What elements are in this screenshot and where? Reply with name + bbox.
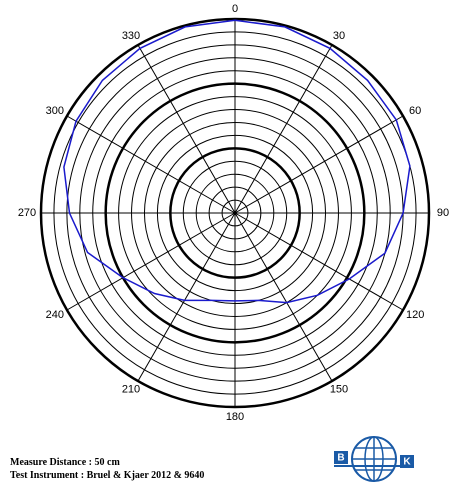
plot [63, 19, 411, 304]
angle-label: 120 [406, 309, 424, 321]
logo-box [400, 455, 414, 468]
polar-grid: 0 30 60 90 120 150 180 210 240 270 300 330 [18, 3, 449, 423]
logo-letter: K [403, 457, 411, 468]
spoke [234, 212, 404, 311]
angle-label: 330 [122, 30, 140, 42]
angle-label: 60 [409, 105, 421, 117]
angle-label: 90 [437, 207, 449, 219]
data-line [63, 19, 411, 304]
angle-label: 210 [122, 384, 140, 396]
note: Test Instrument : Bruel & Kjaer 2012 & 9… [10, 470, 204, 481]
spoke [234, 212, 333, 382]
logo-letter: B [337, 453, 344, 464]
spoke [137, 212, 236, 382]
angle-label: 30 [333, 30, 345, 42]
angle-label: 0 [232, 3, 238, 15]
spoke [137, 44, 236, 214]
angle-label: 240 [46, 309, 64, 321]
logo-box [334, 451, 348, 464]
note: Measure Distance : 50 cm [10, 457, 120, 468]
angle-label: 150 [330, 384, 348, 396]
spoke [66, 212, 236, 311]
angle-label: 180 [226, 411, 244, 423]
angle-label: 300 [46, 105, 64, 117]
spoke [234, 115, 404, 214]
logo: B K [334, 436, 414, 482]
angle-label: 270 [18, 207, 36, 219]
spoke [234, 44, 333, 214]
spoke [66, 115, 236, 214]
